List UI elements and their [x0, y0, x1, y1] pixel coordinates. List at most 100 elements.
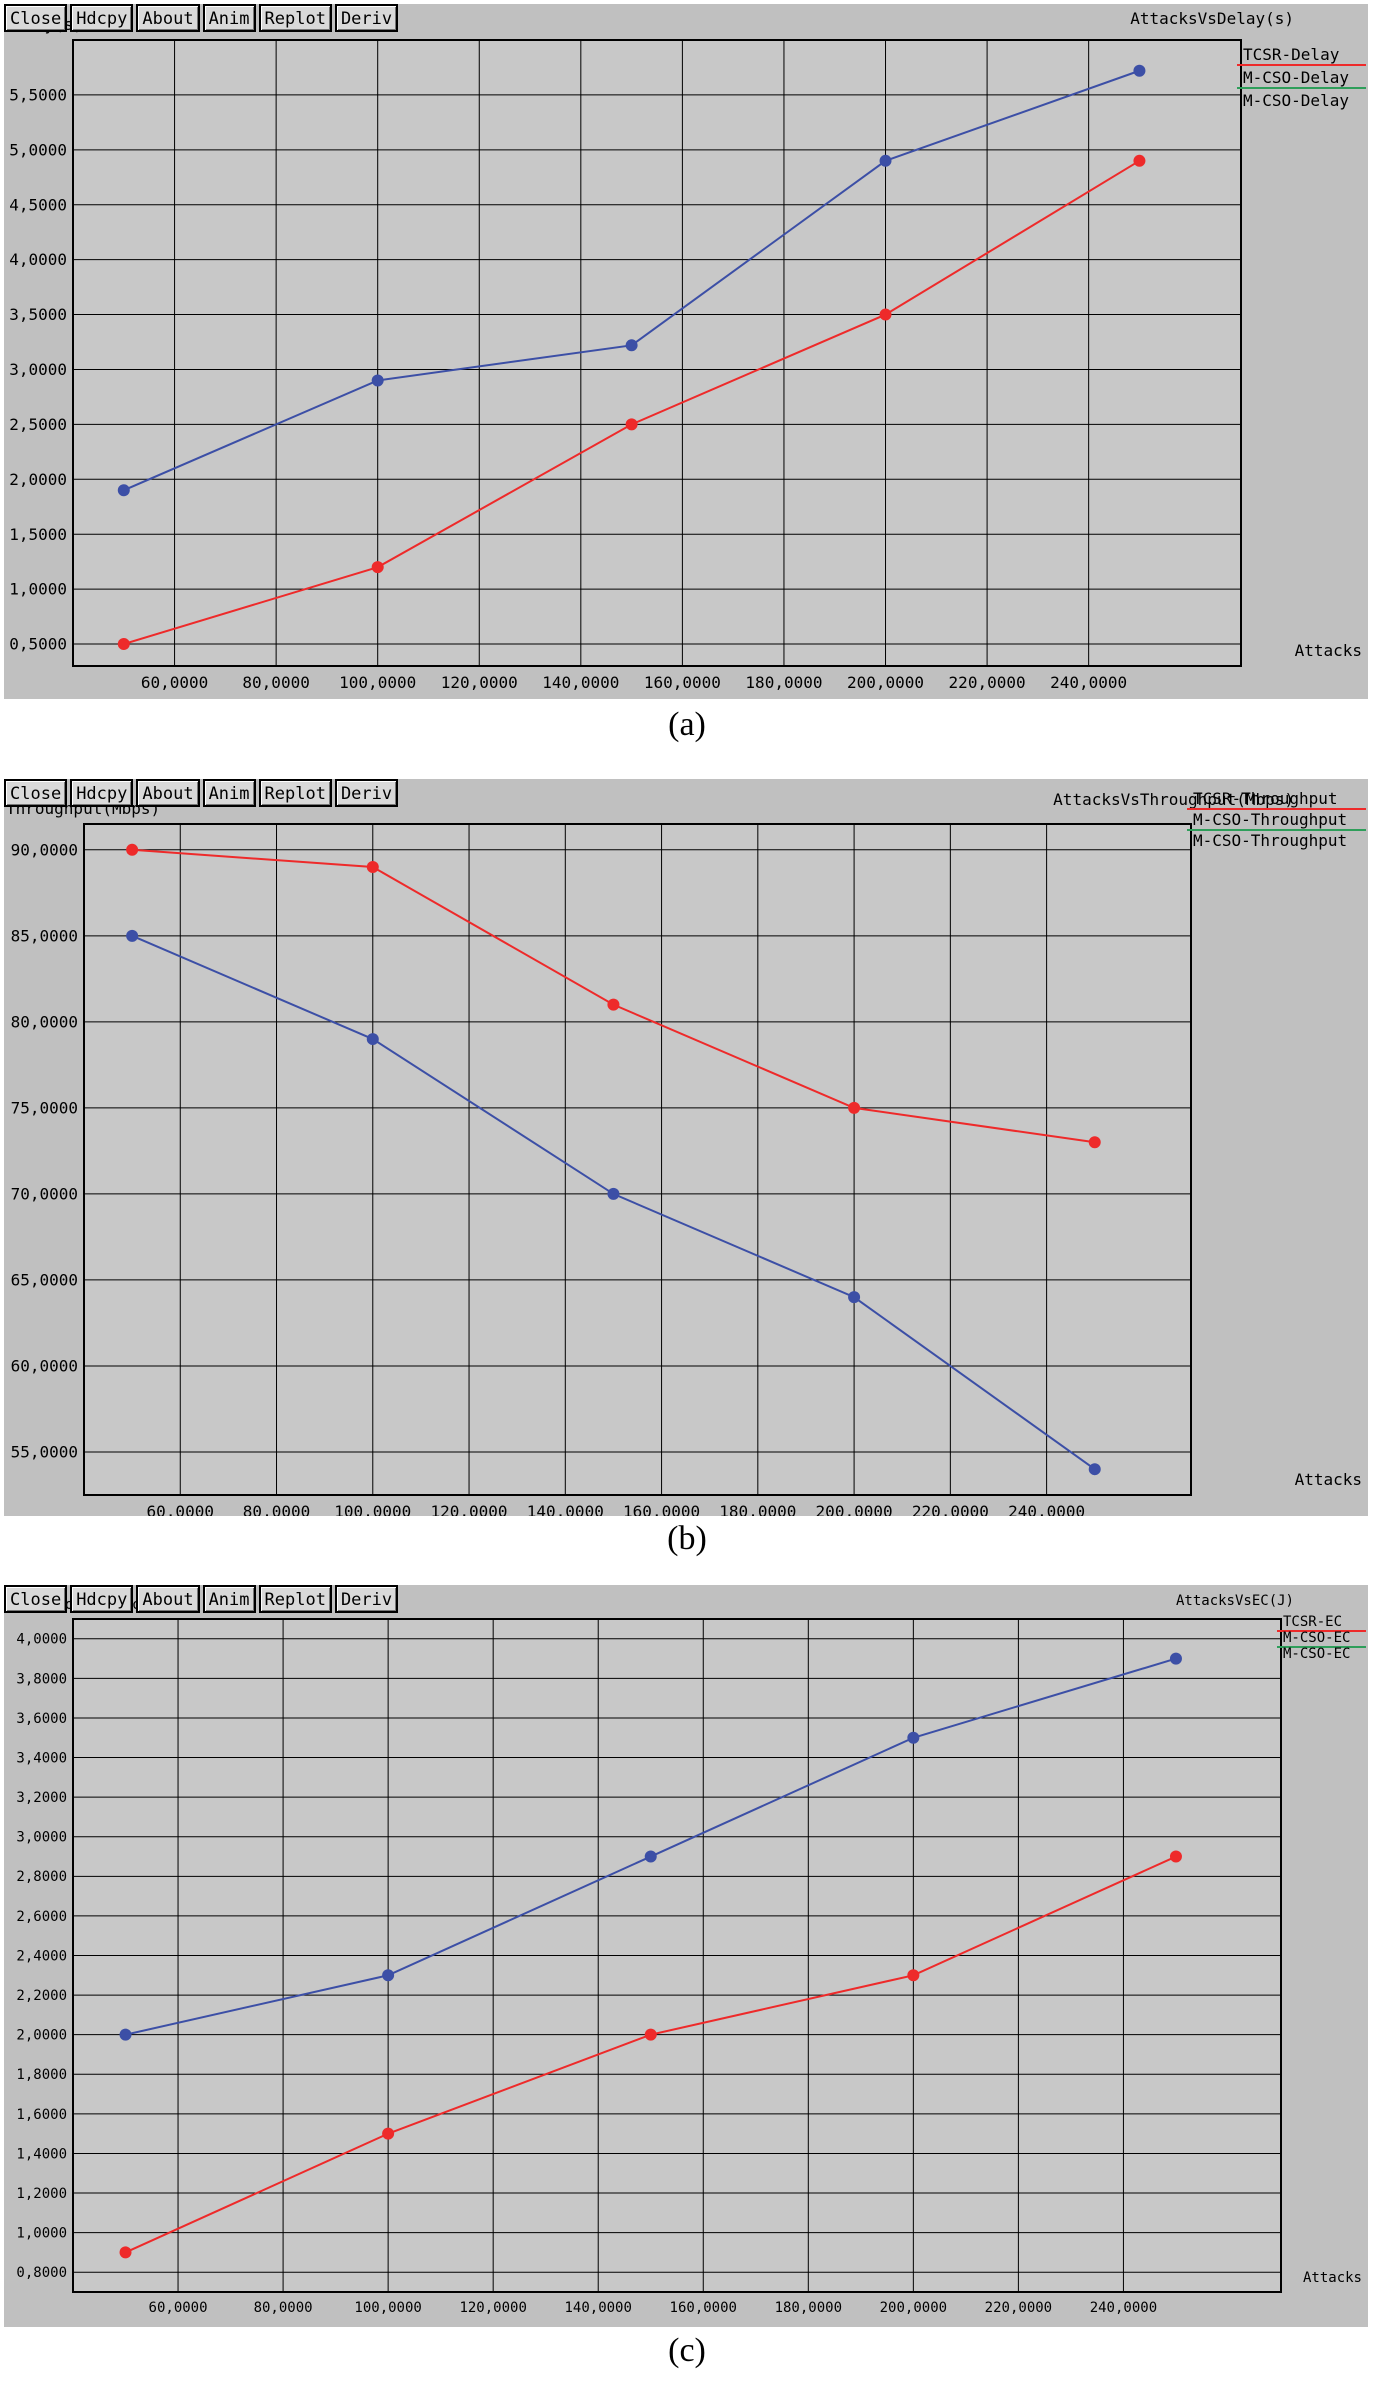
data-point — [625, 418, 638, 431]
data-point — [126, 843, 139, 856]
data-point — [625, 339, 638, 352]
anim-button[interactable]: Anim — [202, 1585, 256, 1613]
deriv-button[interactable]: Deriv — [334, 779, 399, 807]
replot-button[interactable]: Replot — [258, 4, 332, 32]
data-point — [644, 1850, 657, 1863]
throughput-chart: 60,0000 80,0000 100,0000 120,0000 140,0000 16… — [6, 789, 1366, 1521]
data-point — [907, 1969, 920, 1982]
y-tick-label: 2,4000 — [16, 1948, 67, 1964]
y-tick-label: 1,0000 — [16, 2226, 67, 2242]
x-tick-label: 140,0000 — [527, 1502, 604, 1516]
y-tick-label: 1,6000 — [16, 2107, 67, 2123]
figure-caption-b: (b) — [667, 1520, 707, 1557]
about-button[interactable]: About — [136, 4, 200, 32]
x-tick-label: 220,0000 — [985, 2300, 1052, 2316]
toolbar: Close Hdcpy About Anim Replot Deriv — [4, 4, 399, 32]
x-tick-label: 80,0000 — [254, 2300, 313, 2316]
data-point — [848, 1101, 861, 1114]
legend-entry: M-CSO-Throughput — [1193, 810, 1347, 829]
x-tick-label: 240,0000 — [1008, 1502, 1085, 1516]
y-tick-label: 4,0000 — [16, 1632, 67, 1648]
x-tick-label: 140,0000 — [564, 2300, 631, 2316]
x-tick-label: 200,0000 — [816, 1502, 893, 1516]
about-button[interactable]: About — [136, 1585, 200, 1613]
plot-area — [72, 39, 1242, 667]
close-button[interactable]: Close — [4, 1585, 68, 1613]
y-tick-label: 2,0000 — [9, 470, 67, 489]
data-point — [371, 374, 384, 387]
close-button[interactable]: Close — [4, 779, 68, 807]
x-tick-label: 120,0000 — [431, 1502, 508, 1516]
x-tick-label: 60,0000 — [141, 673, 208, 692]
x-tick-label: 220,0000 — [949, 673, 1026, 692]
data-point — [1088, 1136, 1101, 1149]
y-tick-label: 2,5000 — [9, 415, 67, 434]
legend-entry: M-CSO-Delay — [1243, 91, 1349, 110]
y-tick-label: 4,5000 — [9, 195, 67, 214]
figure-caption-c: (c) — [668, 2332, 706, 2369]
y-tick-label: 0,8000 — [16, 2265, 67, 2281]
x-axis-label: Attacks — [1303, 2270, 1362, 2286]
replot-button[interactable]: Replot — [258, 1585, 332, 1613]
data-point — [126, 929, 139, 942]
y-tick-label: 4,0000 — [9, 250, 67, 269]
legend-entry: M-CSO-EC — [1283, 1646, 1350, 1662]
hdcpy-button[interactable]: Hdcpy — [70, 4, 134, 32]
data-point — [371, 561, 384, 574]
chart-title: AttacksVsEC(J) — [1176, 1593, 1294, 1609]
x-tick-label: 200,0000 — [880, 2300, 947, 2316]
y-tick-label: 1,0000 — [9, 580, 67, 599]
close-button[interactable]: Close — [4, 4, 68, 32]
about-button[interactable]: About — [136, 779, 200, 807]
plot-area — [83, 823, 1192, 1496]
replot-button[interactable]: Replot — [258, 779, 332, 807]
anim-button[interactable]: Anim — [202, 4, 256, 32]
data-point — [607, 998, 620, 1011]
hdcpy-button[interactable]: Hdcpy — [70, 1585, 134, 1613]
x-tick-label: 160,0000 — [670, 2300, 737, 2316]
x-tick-label: 220,0000 — [912, 1502, 989, 1516]
legend-entry: TCSR-Throughput — [1193, 789, 1338, 808]
x-tick-label: 140,0000 — [542, 673, 619, 692]
chart-panel-delay: Close Hdcpy About Anim Replot Deriv 60,0… — [4, 4, 1368, 699]
data-point — [879, 154, 892, 167]
data-point — [907, 1731, 920, 1744]
x-tick-label: 100,0000 — [354, 2300, 421, 2316]
y-tick-label: 90,0000 — [11, 840, 78, 859]
data-point — [382, 2127, 395, 2140]
data-point — [117, 638, 130, 651]
legend-entry: M-CSO-EC — [1283, 1630, 1350, 1646]
x-tick-label: 160,0000 — [623, 1502, 700, 1516]
x-tick-label: 200,0000 — [847, 673, 924, 692]
deriv-button[interactable]: Deriv — [334, 1585, 399, 1613]
data-point — [1088, 1463, 1101, 1476]
data-point — [119, 2028, 132, 2041]
y-tick-label: 1,5000 — [9, 525, 67, 544]
data-point — [1133, 154, 1146, 167]
anim-button[interactable]: Anim — [202, 779, 256, 807]
x-axis-label: Attacks — [1295, 1470, 1362, 1489]
x-tick-label: 180,0000 — [775, 2300, 842, 2316]
chart-panel-energy: Close Hdcpy About Anim Replot Deriv 60,0… — [4, 1585, 1368, 2327]
x-tick-label: 60,0000 — [147, 1502, 214, 1516]
x-tick-label: 60,0000 — [149, 2300, 208, 2316]
data-point — [382, 1969, 395, 1982]
y-tick-label: 1,2000 — [16, 2186, 67, 2202]
data-point — [644, 2028, 657, 2041]
x-tick-label: 120,0000 — [441, 673, 518, 692]
data-point — [879, 308, 892, 321]
y-tick-label: 1,4000 — [16, 2146, 67, 2162]
chart-title: AttacksVsThroughput(Mbps) — [1053, 790, 1294, 809]
data-point — [366, 861, 379, 874]
data-point — [607, 1187, 620, 1200]
y-tick-label: 3,8000 — [16, 1671, 67, 1687]
deriv-button[interactable]: Deriv — [334, 4, 399, 32]
hdcpy-button[interactable]: Hdcpy — [70, 779, 134, 807]
chart-panel-throughput: Close Hdcpy About Anim Replot Deriv 60,0… — [4, 779, 1368, 1521]
y-tick-label: 2,6000 — [16, 1909, 67, 1925]
y-tick-label: 3,4000 — [16, 1750, 67, 1766]
y-tick-label: 85,0000 — [11, 926, 78, 945]
y-tick-label: 3,0000 — [16, 1830, 67, 1846]
y-tick-label: 75,0000 — [11, 1098, 78, 1117]
data-point — [119, 2246, 132, 2259]
